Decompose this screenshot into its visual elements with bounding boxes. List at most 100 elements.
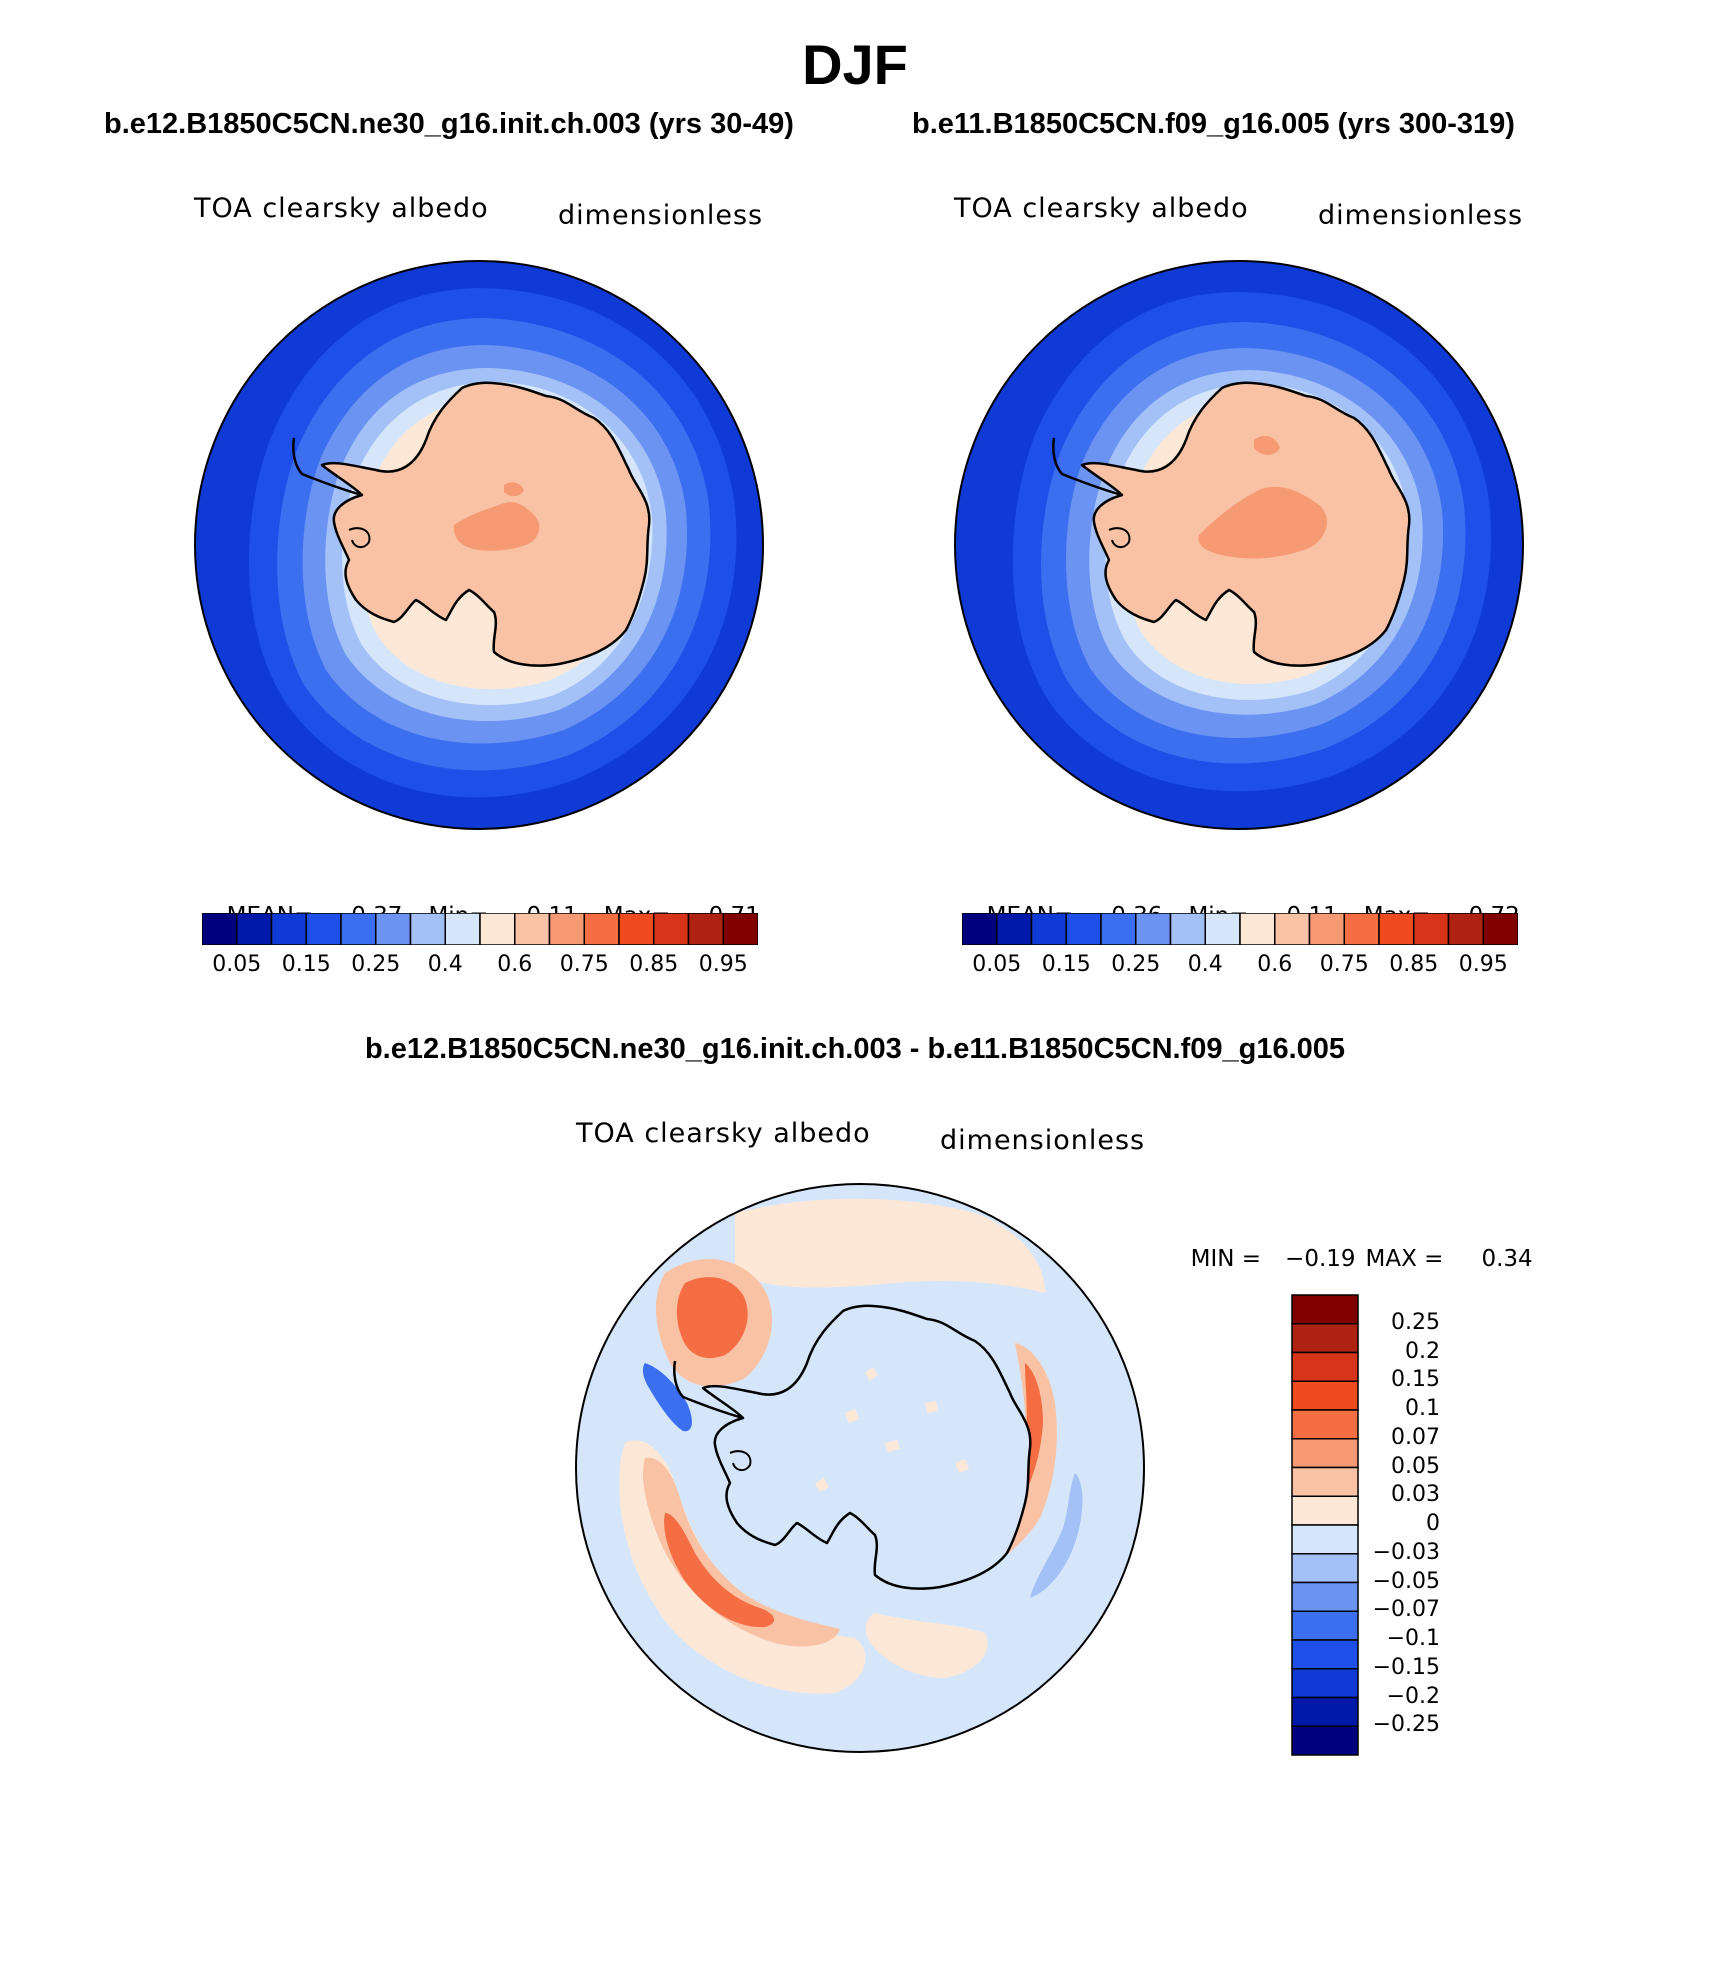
diff-colorbar-tick-label: −0.05: [1372, 1568, 1440, 1594]
right-colorbar-tick-label: 0.25: [1111, 952, 1161, 977]
map-boundary: [954, 260, 1524, 830]
diff-min-value: −0.19: [1285, 1246, 1356, 1272]
diff-case-title: b.e12.B1850C5CN.ne30_g16.init.ch.003 - b…: [364, 1033, 1346, 1065]
left-colorbar-swatch: [305, 913, 342, 945]
left-colorbar-swatch: [444, 913, 481, 945]
left-colorbar-tick-label: 0.25: [351, 952, 401, 977]
diff-colorbar-swatch: [1291, 1553, 1359, 1584]
left-colorbar-swatch: [653, 913, 690, 945]
diff-colorbar-tick-label: 0.15: [1391, 1367, 1440, 1393]
map-boundary: [575, 1183, 1145, 1753]
left-case-title: b.e12.B1850C5CN.ne30_g16.init.ch.003 (yr…: [104, 108, 794, 140]
right-colorbar-swatch: [1135, 913, 1172, 945]
right-colorbar-swatch: [1100, 913, 1137, 945]
left-colorbar-swatch: [202, 913, 238, 945]
left-polar-map: [194, 260, 764, 830]
diff-min-label: MIN =: [1190, 1246, 1262, 1272]
diff-colorbar-swatch: [1291, 1495, 1359, 1526]
diff-max-label: MAX =: [1365, 1246, 1444, 1272]
right-colorbar-tick-label: 0.95: [1458, 952, 1508, 977]
right-colorbar-swatch: [1378, 913, 1415, 945]
diff-positive-south-light: [865, 1613, 988, 1678]
left-colorbar-tick-label: 0.95: [698, 952, 748, 977]
diff-negative-peninsula: [642, 1363, 692, 1432]
diff-colorbar-tick-label: 0.2: [1405, 1338, 1440, 1364]
east-antarctic-plateau: [453, 502, 540, 551]
diff-negative-east: [1030, 1473, 1083, 1598]
diff-colorbar: [1291, 1294, 1359, 1756]
right-variable-label: TOA clearsky albedo: [954, 193, 1249, 224]
right-polar-map: [954, 260, 1524, 830]
right-colorbar-labels: 0.05 0.15 0.25 0.4 0.6 0.75 0.85 0.95: [948, 952, 1538, 982]
diff-colorbar-tick-label: −0.25: [1372, 1712, 1440, 1738]
diff-positive-nw-core: [676, 1277, 748, 1359]
diff-colorbar-labels: 0.25 0.2 0.15 0.1 0.07 0.05 0.03 0 −0.03 −0.05 −0.…: [1360, 1294, 1480, 1756]
left-units-label: dimensionless: [558, 200, 764, 231]
diff-colorbar-swatch: [1291, 1725, 1359, 1756]
weddell-ice-shelf: [729, 1450, 752, 1471]
left-colorbar-tick-label: 0.6: [497, 952, 533, 977]
diff-units-label: dimensionless: [940, 1125, 1146, 1156]
peninsula-coast: [292, 437, 363, 497]
map-boundary: [194, 260, 764, 830]
left-colorbar-swatch: [479, 913, 516, 945]
left-colorbar-swatch: [375, 913, 412, 945]
diff-positive-west-core: [664, 1513, 775, 1628]
right-colorbar-swatch: [996, 913, 1033, 945]
diff-colorbar-swatch: [1291, 1466, 1359, 1497]
peninsula-coast: [1052, 437, 1123, 497]
right-colorbar-swatch: [1447, 913, 1484, 945]
left-colorbar-labels: 0.05 0.15 0.25 0.4 0.6 0.75 0.85 0.95: [188, 952, 778, 982]
diff-colorbar-tick-label: −0.15: [1372, 1654, 1440, 1680]
left-variable-label: TOA clearsky albedo: [194, 193, 489, 224]
left-colorbar-swatch: [548, 913, 585, 945]
right-colorbar: [962, 913, 1518, 945]
diff-colorbar-swatch: [1291, 1639, 1359, 1670]
diff-colorbar-tick-label: −0.03: [1372, 1539, 1440, 1565]
diff-colorbar-tick-label: 0.1: [1405, 1396, 1440, 1421]
right-colorbar-swatch: [1274, 913, 1311, 945]
left-colorbar-swatch: [583, 913, 620, 945]
weddell-ice-shelf: [1108, 527, 1131, 548]
left-colorbar-swatch: [722, 913, 758, 945]
right-colorbar-swatch: [1413, 913, 1450, 945]
left-colorbar-tick-label: 0.4: [427, 952, 463, 977]
right-colorbar-swatch: [1308, 913, 1345, 945]
right-colorbar-tick-label: 0.85: [1389, 952, 1439, 977]
figure-title: DJF: [802, 33, 908, 96]
right-colorbar-tick-label: 0.75: [1319, 952, 1369, 977]
left-colorbar-swatch: [236, 913, 273, 945]
plateau-patch: [504, 482, 524, 497]
diff-colorbar-swatch: [1291, 1409, 1359, 1440]
diff-colorbar-swatch: [1291, 1380, 1359, 1411]
diff-colorbar-swatch: [1291, 1581, 1359, 1612]
left-colorbar-swatch: [409, 913, 446, 945]
diff-colorbar-tick-label: −0.2: [1386, 1683, 1440, 1709]
right-colorbar-swatch: [1239, 913, 1276, 945]
antarctica-continent: [701, 1304, 1032, 1590]
diff-colorbar-swatch: [1291, 1610, 1359, 1641]
left-colorbar-tick-label: 0.15: [281, 952, 331, 977]
diff-colorbar-tick-label: 0.25: [1391, 1309, 1440, 1335]
left-colorbar: [202, 913, 758, 945]
diff-colorbar-swatch: [1291, 1668, 1359, 1699]
right-colorbar-tick-label: 0.4: [1187, 952, 1223, 977]
left-colorbar-tick-label: 0.85: [629, 952, 679, 977]
diff-polar-map: [575, 1183, 1145, 1753]
diff-colorbar-swatch: [1291, 1323, 1359, 1354]
diff-colorbar-tick-label: −0.1: [1386, 1626, 1440, 1651]
left-colorbar-swatch: [687, 913, 724, 945]
right-colorbar-swatch: [1204, 913, 1241, 945]
diff-colorbar-swatch: [1291, 1351, 1359, 1382]
diff-max-value: 0.34: [1481, 1246, 1533, 1272]
diff-colorbar-swatch: [1291, 1524, 1359, 1555]
diff-colorbar-tick-label: 0.07: [1391, 1424, 1440, 1450]
right-colorbar-swatch: [1030, 913, 1067, 945]
left-colorbar-swatch: [514, 913, 551, 945]
right-colorbar-tick-label: 0.15: [1041, 952, 1091, 977]
diff-colorbar-tick-label: −0.07: [1372, 1597, 1440, 1623]
right-units-label: dimensionless: [1318, 200, 1524, 231]
left-colorbar-swatch: [270, 913, 307, 945]
right-colorbar-tick-label: 0.6: [1257, 952, 1293, 977]
diff-colorbar-swatch: [1291, 1696, 1359, 1727]
